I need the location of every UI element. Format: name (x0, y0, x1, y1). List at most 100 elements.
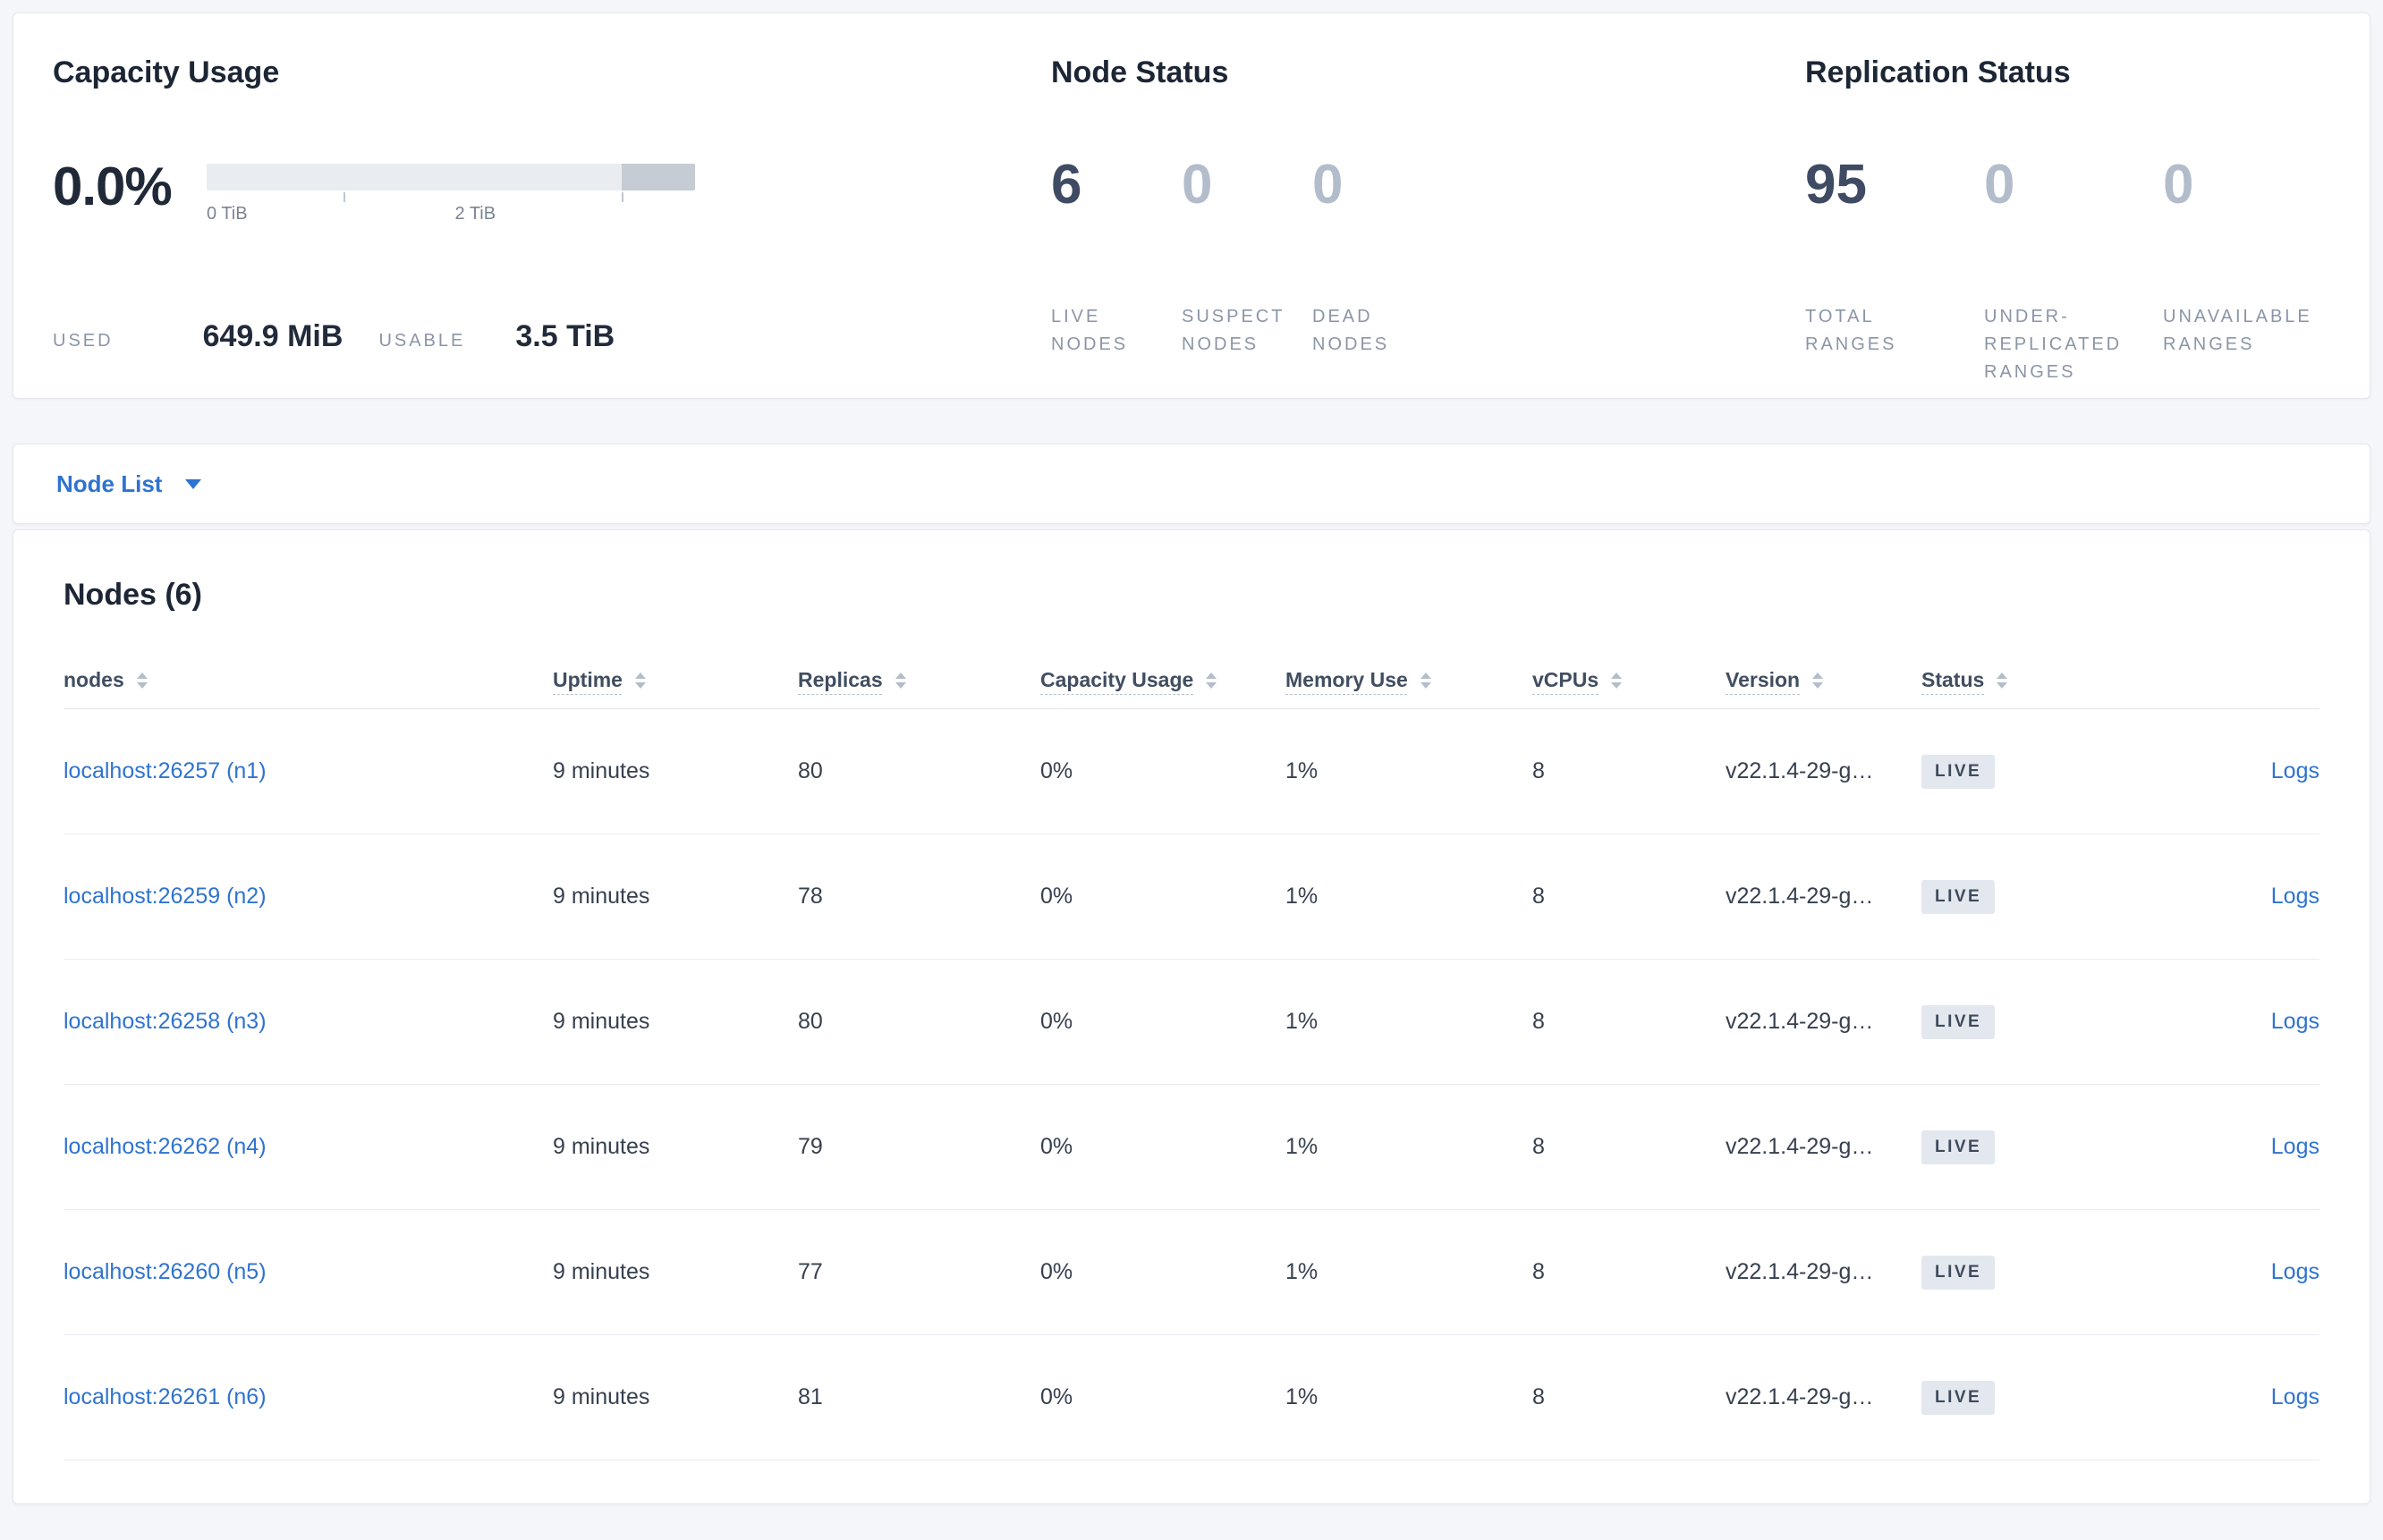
sort-icon[interactable] (895, 672, 906, 689)
nodes-table-card: Nodes (6) nodes Uptime Replicas Capacity… (13, 529, 2370, 1504)
total-ranges-label: TOTAL RANGES (1805, 307, 1897, 354)
table-row: localhost:26257 (n1) 9 minutes 80 0% 1% … (64, 709, 2319, 834)
node-cell: localhost:26260 (n5) (64, 1259, 553, 1285)
replicas-cell: 79 (798, 1134, 823, 1159)
uptime-cell: 9 minutes (553, 1134, 650, 1159)
node-status-section: Node Status 6 LIVE NODES 0 SUSPECT NODES… (1051, 13, 1805, 398)
column-header-replicas[interactable]: Replicas (798, 668, 1040, 692)
node-cell: localhost:26258 (n3) (64, 1009, 553, 1035)
uptime-cell: 9 minutes (553, 1259, 650, 1284)
uptime-cell: 9 minutes (553, 758, 650, 783)
node-cell: localhost:26259 (n2) (64, 884, 553, 910)
table-row: localhost:26258 (n3) 9 minutes 80 0% 1% … (64, 960, 2319, 1085)
unavailable-ranges-label: UNAVAILABLE RANGES (2163, 307, 2312, 354)
sort-icon[interactable] (1420, 672, 1431, 689)
under-replicated-ranges-stat: 0 UNDER-REPLICATED RANGES (1984, 153, 2119, 386)
node-cell: localhost:26262 (n4) (64, 1134, 553, 1160)
table-row: localhost:26259 (n2) 9 minutes 78 0% 1% … (64, 834, 2319, 960)
node-status-stats: 6 LIVE NODES 0 SUSPECT NODES 0 DEAD NODE… (1051, 153, 1805, 359)
node-link[interactable]: localhost:26262 (n4) (64, 1134, 267, 1159)
sort-icon[interactable] (136, 672, 148, 689)
table-header-row: nodes Uptime Replicas Capacity Usage Mem… (64, 652, 2319, 709)
dead-nodes-stat: 0 DEAD NODES (1312, 153, 1398, 359)
column-header-status[interactable]: Status (1921, 668, 2145, 692)
vcpus-cell: 8 (1532, 758, 1545, 783)
replicas-cell: 80 (798, 758, 823, 783)
under-replicated-ranges-count: 0 (1984, 154, 2015, 216)
capacity-usage-section: Capacity Usage 0.0% 0 TiB 2 TiB USED 649… (13, 13, 1051, 398)
status-badge: LIVE (1921, 1380, 1996, 1415)
nodes-table-title: Nodes (6) (64, 578, 202, 612)
column-header-memory-use[interactable]: Memory Use (1285, 668, 1532, 692)
replicas-cell: 77 (798, 1259, 823, 1284)
used-label: USED (53, 331, 114, 351)
column-header-capacity-usage[interactable]: Capacity Usage (1040, 668, 1285, 692)
node-link[interactable]: localhost:26257 (n1) (64, 758, 267, 783)
status-cell: LIVE (1921, 1255, 2145, 1290)
vcpus-cell: 8 (1532, 1134, 1545, 1159)
version-cell: v22.1.4-29-g… (1726, 758, 1874, 783)
vcpus-cell: 8 (1532, 1259, 1545, 1284)
uptime-cell: 9 minutes (553, 1384, 650, 1409)
column-header-vcpus[interactable]: vCPUs (1532, 668, 1726, 692)
vcpus-cell: 8 (1532, 1384, 1545, 1409)
suspect-nodes-count: 0 (1182, 154, 1213, 216)
logs-link[interactable]: Logs (2270, 1134, 2319, 1159)
node-link[interactable]: localhost:26258 (n3) (64, 1009, 267, 1034)
node-link[interactable]: localhost:26260 (n5) (64, 1259, 267, 1284)
version-cell: v22.1.4-29-g… (1726, 1134, 1874, 1159)
replicas-cell: 78 (798, 884, 823, 909)
node-list-dropdown[interactable]: Node List (56, 470, 202, 498)
unavailable-ranges-count: 0 (2163, 154, 2194, 216)
capacity-bar-chart: 0 TiB 2 TiB (207, 164, 695, 230)
total-ranges-stat: 95 TOTAL RANGES (1805, 153, 1939, 386)
column-header-nodes[interactable]: nodes (64, 668, 553, 692)
logs-link[interactable]: Logs (2270, 884, 2319, 909)
nodes-table: nodes Uptime Replicas Capacity Usage Mem… (64, 652, 2319, 1460)
capacity-bar-axis: 0 TiB 2 TiB (207, 192, 695, 230)
logs-cell: Logs (2145, 1134, 2319, 1160)
logs-cell: Logs (2145, 1009, 2319, 1035)
status-badge: LIVE (1921, 1255, 1996, 1290)
version-cell: v22.1.4-29-g… (1726, 1009, 1874, 1034)
axis-tick-mark (343, 192, 345, 202)
capacity-usage-cell: 0% (1040, 1134, 1073, 1159)
logs-link[interactable]: Logs (2270, 1259, 2319, 1284)
live-nodes-label: LIVE NODES (1051, 307, 1129, 354)
vcpus-cell: 8 (1532, 1009, 1545, 1034)
chevron-down-icon (185, 478, 202, 489)
vcpus-cell: 8 (1532, 884, 1545, 909)
view-selector-card: Node List (13, 444, 2370, 524)
axis-tick-mark (622, 192, 624, 202)
replication-status-title: Replication Status (1805, 55, 2071, 89)
dead-nodes-count: 0 (1312, 154, 1344, 216)
status-badge: LIVE (1921, 754, 1996, 789)
logs-link[interactable]: Logs (2270, 1384, 2319, 1409)
node-link[interactable]: localhost:26259 (n2) (64, 884, 267, 909)
memory-use-cell: 1% (1285, 1259, 1319, 1284)
logs-cell: Logs (2145, 1384, 2319, 1410)
sort-icon[interactable] (1812, 672, 1824, 689)
sort-icon[interactable] (634, 672, 646, 689)
capacity-usage-cell: 0% (1040, 884, 1073, 909)
logs-link[interactable]: Logs (2270, 1009, 2319, 1034)
capacity-usage-cell: 0% (1040, 758, 1073, 783)
live-nodes-stat: 6 LIVE NODES (1051, 153, 1137, 359)
status-badge: LIVE (1921, 1130, 1996, 1164)
capacity-bar-dark-segment (622, 164, 695, 190)
node-link[interactable]: localhost:26261 (n6) (64, 1384, 267, 1409)
sort-icon[interactable] (1206, 672, 1217, 689)
node-cell: localhost:26261 (n6) (64, 1384, 553, 1410)
logs-cell: Logs (2145, 758, 2319, 784)
status-cell: LIVE (1921, 879, 2145, 914)
replicas-cell: 81 (798, 1384, 823, 1409)
capacity-usage-title: Capacity Usage (53, 55, 280, 89)
sort-icon[interactable] (1611, 672, 1623, 689)
axis-tick-label-0tib: 0 TiB (207, 204, 248, 224)
logs-link[interactable]: Logs (2270, 758, 2319, 783)
version-cell: v22.1.4-29-g… (1726, 1259, 1874, 1284)
replicas-cell: 80 (798, 1009, 823, 1034)
column-header-version[interactable]: Version (1726, 668, 1921, 692)
column-header-uptime[interactable]: Uptime (553, 668, 798, 692)
sort-icon[interactable] (1997, 672, 2008, 689)
